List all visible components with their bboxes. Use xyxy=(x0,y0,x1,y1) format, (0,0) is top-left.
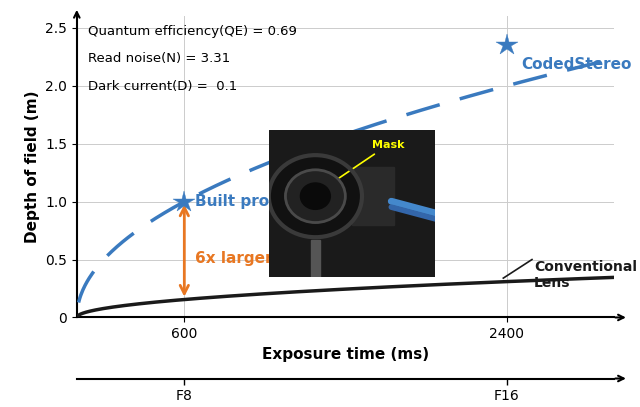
Circle shape xyxy=(269,155,362,237)
Text: Dark current(D) =  0.1: Dark current(D) = 0.1 xyxy=(88,79,237,92)
Circle shape xyxy=(285,170,346,223)
FancyArrowPatch shape xyxy=(391,207,441,220)
Bar xyxy=(352,167,394,225)
X-axis label: Exposure time (ms): Exposure time (ms) xyxy=(262,347,429,362)
Text: CodedStereo: CodedStereo xyxy=(521,57,632,72)
Text: Mask: Mask xyxy=(323,140,404,189)
Text: 6x larger depth-of-field: 6x larger depth-of-field xyxy=(195,251,396,266)
Text: Built prototype: Built prototype xyxy=(195,194,326,209)
Bar xyxy=(311,240,319,284)
Text: Read noise(N) = 3.31: Read noise(N) = 3.31 xyxy=(88,53,230,66)
Circle shape xyxy=(300,183,330,209)
FancyArrowPatch shape xyxy=(391,201,441,214)
Y-axis label: Depth of field (m): Depth of field (m) xyxy=(24,91,40,243)
Text: Quantum efficiency(QE) = 0.69: Quantum efficiency(QE) = 0.69 xyxy=(88,25,296,38)
Text: Conventional
Lens: Conventional Lens xyxy=(534,260,637,290)
